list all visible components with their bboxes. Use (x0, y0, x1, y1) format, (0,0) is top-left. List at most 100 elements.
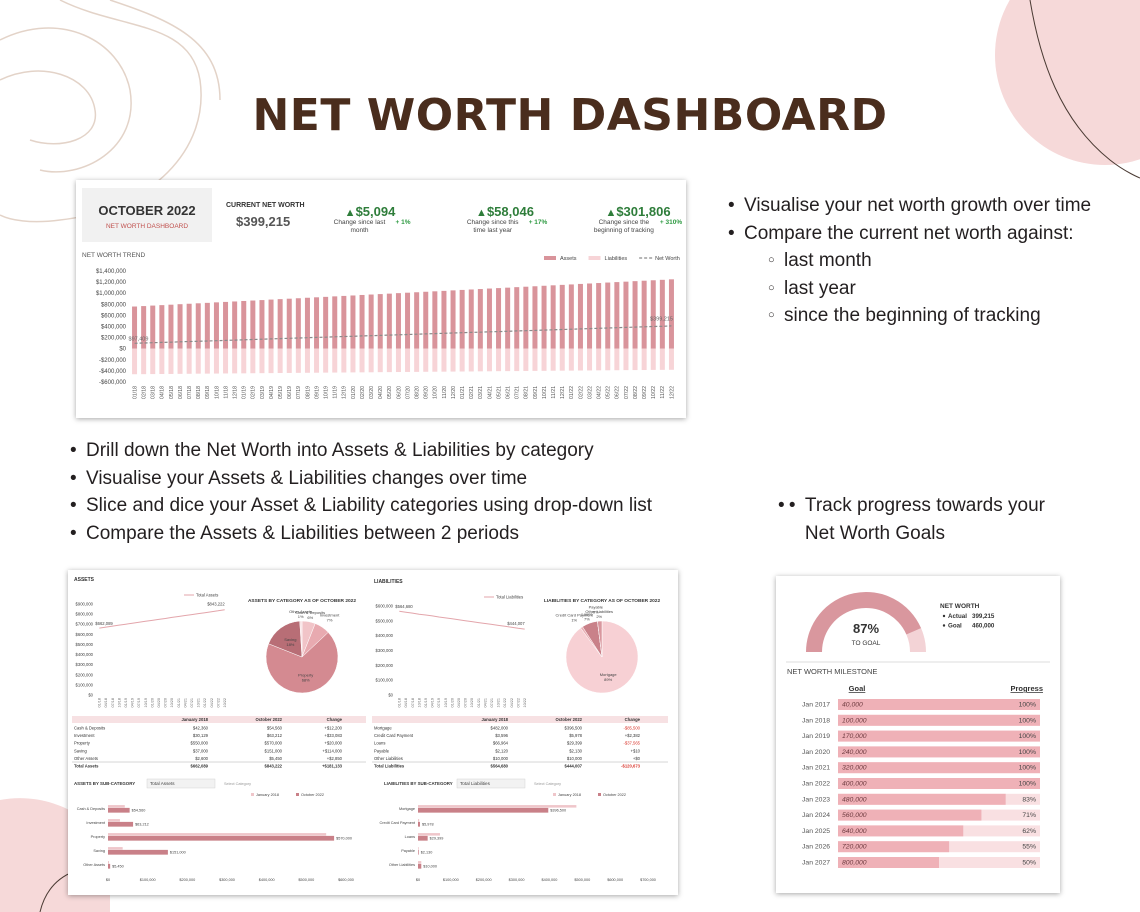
x-tick-label: 04/21 (487, 386, 493, 399)
row-label: Jan 2025 (802, 828, 830, 835)
progress-label: 100% (1019, 749, 1036, 756)
progress-bar (838, 730, 1040, 742)
intro-bullets: Visualise your net worth growth over tim… (728, 192, 1091, 247)
x-tick-label: 08/21 (524, 386, 530, 399)
x-tick-label: 10/20 (170, 698, 174, 708)
bar (559, 348, 565, 371)
x-tick-label: 06/18 (178, 386, 184, 399)
y-tick-label: $200,000 (101, 336, 127, 342)
row-label: Jan 2022 (802, 781, 830, 788)
x-tick-label: 04/20 (157, 698, 161, 708)
bar (596, 283, 602, 349)
bar (650, 348, 656, 370)
bar (523, 348, 529, 371)
bar (486, 348, 492, 372)
bar (632, 281, 638, 349)
bar (341, 348, 347, 373)
table-cell: $2,130 (569, 748, 582, 753)
y-tick-label: Cash & Deposits (77, 807, 105, 811)
x-tick-label: 07/20 (464, 698, 468, 708)
summary-label: Actual (948, 613, 967, 620)
x-tick-label: 07/18 (111, 698, 115, 708)
slice-label: Loans (581, 612, 592, 617)
bar (668, 348, 674, 370)
summary-title: NET WORTH (940, 603, 980, 610)
bar (232, 348, 238, 374)
progress-label: 71% (1022, 812, 1036, 819)
x-tick-label: 10/21 (542, 386, 548, 399)
table-cell: Other Assets (74, 756, 98, 761)
bar (423, 348, 429, 372)
slice-value: 1% (298, 614, 304, 619)
summary-label: Goal (948, 623, 962, 630)
line (99, 609, 225, 629)
data-label: $54,560 (132, 809, 146, 813)
progress-bar (838, 778, 1040, 789)
x-tick-label: 04/19 (269, 386, 275, 399)
x-tick-label: 04/19 (431, 698, 435, 708)
progress-bar (838, 793, 1006, 805)
legend-label: Net Worth (655, 256, 680, 262)
bar (505, 348, 511, 372)
pie-slice (299, 620, 303, 658)
bar (132, 348, 138, 375)
table-cell: Loans (374, 741, 385, 746)
y-tick-label: $200,000 (376, 663, 394, 668)
kpi: $58,046 Change since this time last year… (445, 204, 565, 237)
x-tick-label: 07/21 (490, 698, 494, 708)
sub-bullet: last year (768, 275, 1041, 303)
x-tick-label: 06/19 (287, 386, 293, 399)
table-cell: $564,680 (491, 764, 509, 769)
goal-value: 400,000 (842, 781, 867, 788)
goal-value: 480,000 (842, 796, 867, 803)
progress-bar (838, 746, 1040, 758)
bullet-text: Visualise your Assets & Liabilities chan… (86, 467, 528, 489)
x-tick-label: 10/21 (497, 698, 501, 708)
x-tick-label: 07/22 (624, 386, 630, 399)
slice-value: 7% (584, 617, 590, 622)
x-tick-label: 05/19 (278, 386, 284, 399)
x-tick-label: $600,000 (607, 878, 623, 882)
annotation: $564,680 (395, 604, 413, 609)
goal-value: 320,000 (842, 765, 867, 772)
month: OCTOBER 2022 (98, 203, 196, 218)
y-tick-label: Credit Card Payment (380, 821, 416, 825)
progress-label: 100% (1019, 765, 1036, 772)
y-tick-label: $200,000 (76, 672, 94, 677)
table-cell: +$2,382 (625, 733, 641, 738)
data-label: $396,500 (550, 809, 566, 813)
row-label: Jan 2024 (802, 812, 830, 819)
x-tick-label: 10/19 (144, 698, 148, 708)
slice-label: Saving (284, 637, 296, 642)
slice-value: 1% (571, 618, 577, 623)
kpi-value: $5,094 (310, 204, 430, 219)
x-tick-label: 02/20 (360, 386, 366, 399)
x-tick-label: 01/19 (124, 698, 128, 708)
slice-label: Payable (589, 604, 604, 609)
y-tick-label: Mortgage (399, 807, 415, 811)
bar (332, 296, 338, 349)
bar (541, 348, 547, 371)
bar (186, 303, 192, 349)
bar (186, 348, 192, 374)
bullet: Visualise your Assets & Liabilities chan… (70, 465, 652, 493)
x-tick-label: 01/22 (569, 386, 575, 399)
bar (496, 348, 502, 372)
y-tick-label: $300,000 (76, 662, 94, 667)
bar (268, 299, 274, 349)
legend-label: Total Liabilities (496, 595, 523, 600)
y-tick-label: Investment (86, 821, 106, 825)
bar (108, 863, 111, 869)
bar (304, 348, 310, 373)
table-cell: $66,964 (493, 741, 509, 746)
bar (341, 295, 347, 349)
x-tick-label: 01/21 (177, 698, 181, 708)
y-tick-label: $1,200,000 (96, 280, 127, 286)
slice-label: Other Assets (289, 609, 312, 614)
x-tick-label: $600,000 (338, 878, 354, 882)
x-tick-label: 08/18 (196, 386, 202, 399)
x-tick-label: 01/21 (477, 698, 481, 708)
dropdown-hint: Select Category (224, 782, 251, 786)
bar (295, 348, 301, 373)
table-cell: $30,129 (193, 733, 209, 738)
